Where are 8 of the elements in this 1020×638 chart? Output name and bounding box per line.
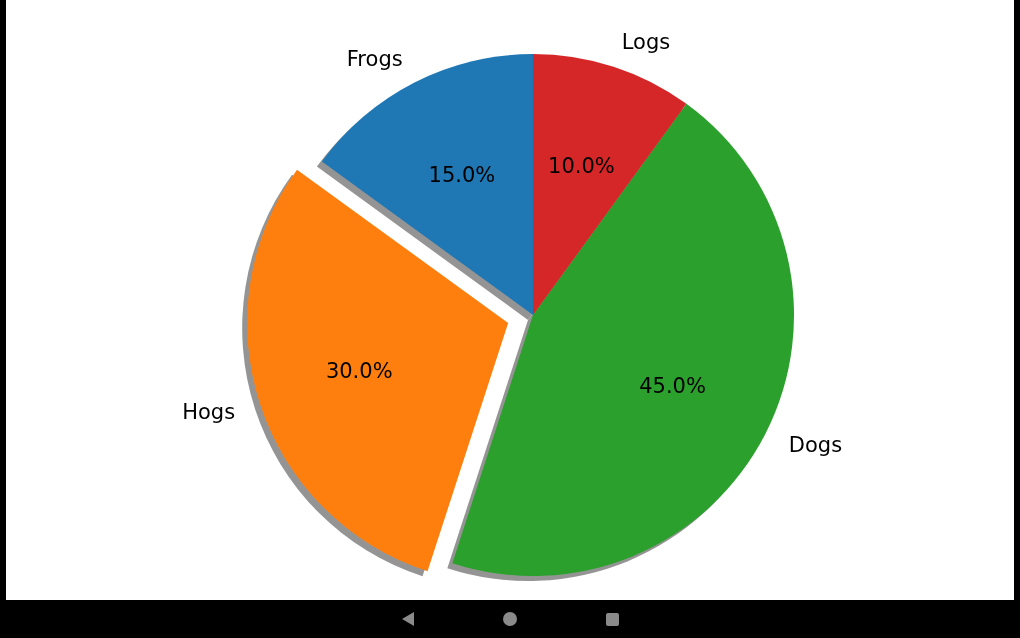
slice-label: Frogs <box>346 47 403 72</box>
slice-label: Logs <box>621 29 671 54</box>
data-label: 10.0% <box>548 154 615 179</box>
slice-label: Hogs <box>182 399 236 424</box>
data-label: 45.0% <box>639 374 706 399</box>
data-label: 30.0% <box>325 359 393 384</box>
slice-label: Dogs <box>788 433 843 458</box>
data-label: 15.0% <box>428 163 496 188</box>
